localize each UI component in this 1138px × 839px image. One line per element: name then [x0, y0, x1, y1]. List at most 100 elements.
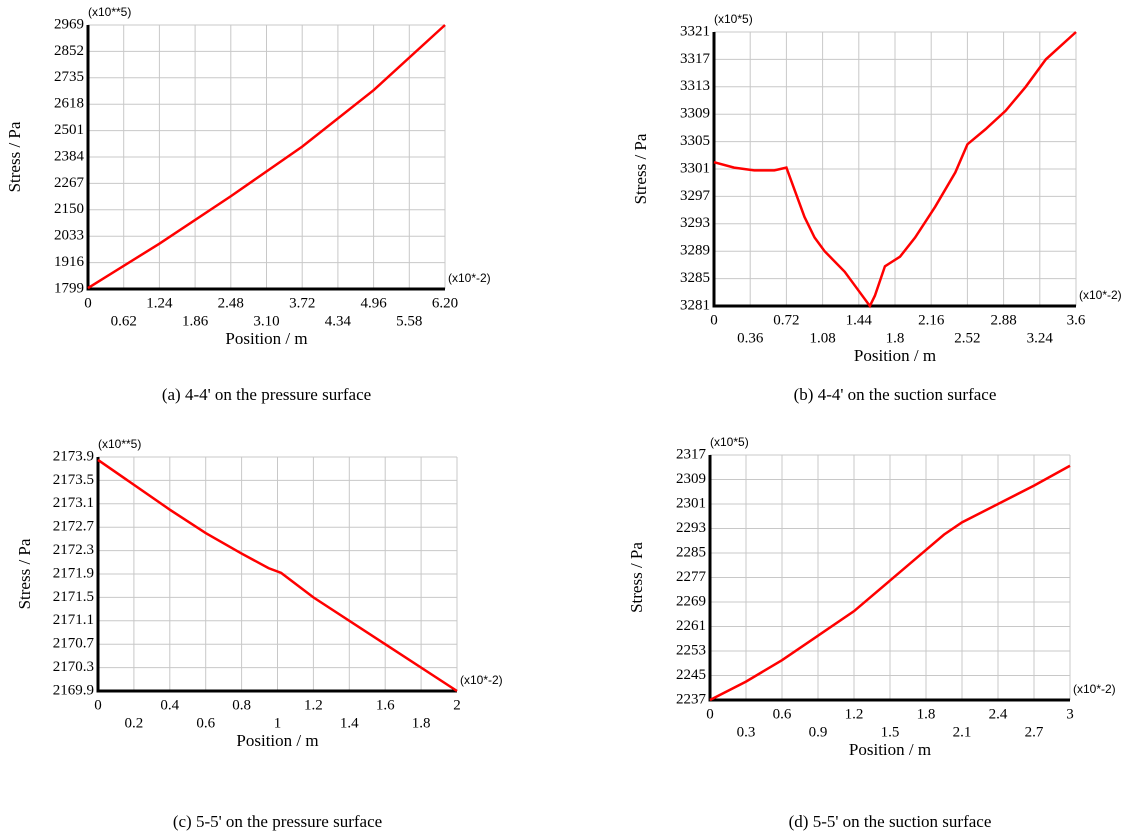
y-tick-label: 2969 — [54, 16, 84, 32]
y-tick-label: 2317 — [676, 446, 707, 462]
y-tick-label: 2618 — [54, 96, 84, 112]
y-tick-label: 3305 — [680, 133, 710, 149]
y-tick-label: 2173.1 — [53, 495, 94, 511]
y-tick-label: 2301 — [676, 495, 706, 511]
x-tick-label: 2.88 — [990, 312, 1016, 328]
x-tick-label: 6.20 — [432, 295, 458, 311]
x-tick-label: 0.9 — [809, 724, 828, 740]
x-tick-label: 2.4 — [989, 706, 1008, 722]
y-tick-label: 2245 — [676, 667, 706, 683]
x-tick-label: 1.2 — [845, 706, 864, 722]
x-tick-label: 0 — [706, 706, 714, 722]
y-tick-label: 2172.3 — [53, 542, 94, 558]
y-tick-label: 2171.1 — [53, 612, 94, 628]
y-tick-label: 3321 — [680, 23, 710, 39]
x-tick-label: 1.8 — [917, 706, 936, 722]
x-tick-label: 1 — [274, 715, 282, 731]
x-tick-label: 3.10 — [253, 313, 279, 329]
y-tick-label: 3289 — [680, 243, 710, 259]
y-axis-label: Stress / Pa — [5, 121, 24, 192]
y-tick-label: 1916 — [54, 254, 85, 270]
x-tick-label: 2.1 — [953, 724, 972, 740]
x-tick-label: 2.16 — [918, 312, 945, 328]
x-tick-label: 4.96 — [360, 295, 387, 311]
x-tick-label: 0.3 — [737, 724, 756, 740]
caption: (d) 5-5' on the suction surface — [789, 812, 992, 831]
x-tick-label: 1.4 — [340, 715, 359, 731]
data-line — [97, 458, 458, 693]
x-multiplier: (x10*-2) — [448, 271, 491, 285]
y-tick-label: 2269 — [676, 593, 706, 609]
x-tick-label: 4.34 — [325, 313, 352, 329]
y-multiplier: (x10**5) — [88, 5, 131, 19]
y-tick-label: 1799 — [54, 280, 84, 296]
y-tick-label: 2033 — [54, 228, 84, 244]
x-axis-label: Position / m — [854, 346, 936, 365]
y-axis-label: Stress / Pa — [627, 542, 646, 613]
x-multiplier: (x10*-2) — [1079, 288, 1122, 302]
x-tick-label: 2.52 — [954, 330, 980, 346]
y-tick-label: 3313 — [680, 78, 710, 94]
y-multiplier: (x10*5) — [714, 12, 753, 26]
x-tick-label: 0.6 — [773, 706, 792, 722]
y-tick-label: 2171.5 — [53, 589, 94, 605]
y-tick-label: 2171.9 — [53, 565, 94, 581]
x-tick-label: 1.2 — [304, 697, 323, 713]
caption: (a) 4-4' on the pressure surface — [162, 385, 371, 404]
x-tick-label: 2 — [453, 697, 461, 713]
caption: (c) 5-5' on the pressure surface — [173, 812, 382, 831]
x-tick-label: 1.8 — [412, 715, 431, 731]
x-tick-label: 0.62 — [111, 313, 137, 329]
data-line — [87, 24, 446, 290]
y-tick-label: 2173.9 — [53, 448, 94, 464]
y-tick-label: 2852 — [54, 43, 84, 59]
caption: (b) 4-4' on the suction surface — [794, 385, 997, 404]
x-tick-label: 1.24 — [146, 295, 173, 311]
y-axis-label: Stress / Pa — [15, 538, 34, 609]
y-tick-label: 3281 — [680, 297, 710, 313]
x-axis-label: Position / m — [225, 329, 307, 348]
y-tick-label: 2150 — [54, 201, 84, 217]
data-line — [709, 464, 1071, 702]
x-tick-label: 3.6 — [1067, 312, 1086, 328]
y-tick-label: 2293 — [676, 520, 706, 536]
y-tick-label: 2173.5 — [53, 472, 94, 488]
x-tick-label: 1.5 — [881, 724, 900, 740]
y-tick-label: 2261 — [676, 618, 706, 634]
y-tick-label: 2277 — [676, 569, 707, 585]
y-tick-label: 3297 — [680, 188, 711, 204]
x-tick-label: 0.6 — [196, 715, 215, 731]
x-tick-label: 0.2 — [125, 715, 144, 731]
x-tick-label: 0.4 — [160, 697, 179, 713]
x-axis-label: Position / m — [849, 740, 931, 759]
x-tick-label: 1.6 — [376, 697, 395, 713]
y-tick-label: 2170.7 — [53, 636, 95, 652]
y-tick-label: 2309 — [676, 471, 706, 487]
y-tick-label: 3285 — [680, 270, 710, 286]
y-tick-label: 2253 — [676, 642, 706, 658]
y-axis-label: Stress / Pa — [631, 133, 650, 204]
data-line — [713, 31, 1077, 309]
x-tick-label: 0.36 — [737, 330, 764, 346]
x-tick-label: 2.7 — [1025, 724, 1044, 740]
x-tick-label: 1.86 — [182, 313, 209, 329]
y-tick-label: 2237 — [676, 691, 707, 707]
x-tick-label: 3.24 — [1027, 330, 1054, 346]
y-tick-label: 2384 — [54, 148, 85, 164]
x-axis-label: Position / m — [236, 731, 318, 750]
y-tick-label: 2172.7 — [53, 519, 95, 535]
x-tick-label: 1.08 — [809, 330, 835, 346]
y-tick-label: 3293 — [680, 215, 710, 231]
y-tick-label: 2170.3 — [53, 659, 94, 675]
y-tick-label: 3317 — [680, 51, 711, 67]
y-tick-label: 3309 — [680, 106, 710, 122]
y-multiplier: (x10**5) — [98, 437, 141, 451]
x-tick-label: 0.8 — [232, 697, 251, 713]
y-tick-label: 2169.9 — [53, 682, 94, 698]
y-tick-label: 2267 — [54, 175, 85, 191]
y-tick-label: 3301 — [680, 160, 710, 176]
x-tick-label: 5.58 — [396, 313, 422, 329]
x-tick-label: 0 — [94, 697, 102, 713]
x-tick-label: 3 — [1066, 706, 1074, 722]
